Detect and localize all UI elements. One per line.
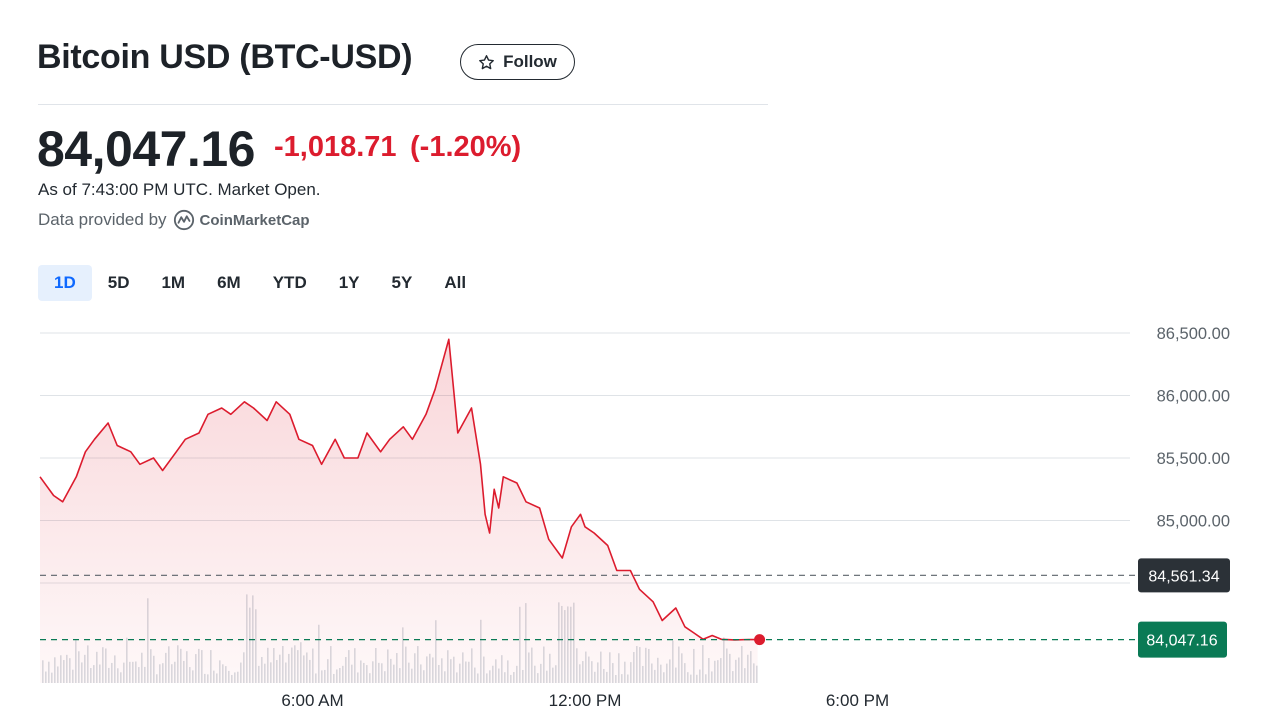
current-price: 84,047.16 — [37, 121, 255, 177]
follow-button[interactable]: Follow — [460, 44, 575, 80]
coinmarketcap-icon — [173, 209, 194, 231]
price-chart[interactable]: 86,500.00 86,000.00 85,500.00 85,000.00 84,5… — [0, 320, 1270, 726]
follow-label: Follow — [503, 52, 557, 71]
x-tick-label: 12:00 PM — [549, 691, 622, 710]
range-tab-ytd[interactable]: YTD — [272, 273, 307, 292]
coinmarketcap-logo[interactable]: CoinMarketCap — [173, 209, 310, 231]
data-provider: Data provided by CoinMarketCap — [38, 209, 310, 231]
x-tick-label: 6:00 AM — [281, 691, 343, 710]
range-tab-all[interactable]: All — [444, 273, 467, 292]
price-change-percent: (-1.20%) — [410, 131, 522, 163]
previous-close-label: 84,561.34 — [1148, 568, 1219, 585]
range-tab-5d[interactable]: 5D — [107, 273, 130, 292]
page-title: Bitcoin USD (BTC-USD) — [37, 38, 413, 76]
range-tab-1y[interactable]: 1Y — [338, 273, 360, 292]
y-tick-label: 85,000.00 — [1157, 513, 1230, 531]
quote-timestamp: As of 7:43:00 PM UTC. Market Open. — [38, 180, 321, 199]
previous-close-tag — [1138, 558, 1230, 593]
x-tick-label: 6:00 PM — [826, 691, 889, 710]
provider-prefix: Data provided by — [38, 210, 167, 229]
price-change: -1,018.71 — [274, 131, 397, 163]
star-icon — [478, 54, 495, 71]
range-selector: 1D 5D 1M 6M YTD 1Y 5Y All — [38, 265, 482, 301]
range-tab-5y[interactable]: 5Y — [391, 273, 413, 292]
range-tab-6m[interactable]: 6M — [217, 273, 241, 292]
y-tick-label: 86,500.00 — [1157, 325, 1230, 343]
range-tab-1d[interactable]: 1D — [38, 265, 92, 301]
y-tick-label: 86,000.00 — [1157, 388, 1230, 406]
price-area — [40, 339, 758, 683]
range-tab-1m[interactable]: 1M — [161, 273, 186, 292]
current-price-dot — [754, 634, 766, 646]
current-price-label: 84,047.16 — [1146, 633, 1217, 650]
header-divider — [38, 104, 768, 105]
current-price-tag — [1138, 621, 1227, 658]
provider-name: CoinMarketCap — [199, 211, 310, 229]
price-line — [39, 338, 758, 641]
y-tick-label: 85,500.00 — [1157, 450, 1230, 468]
